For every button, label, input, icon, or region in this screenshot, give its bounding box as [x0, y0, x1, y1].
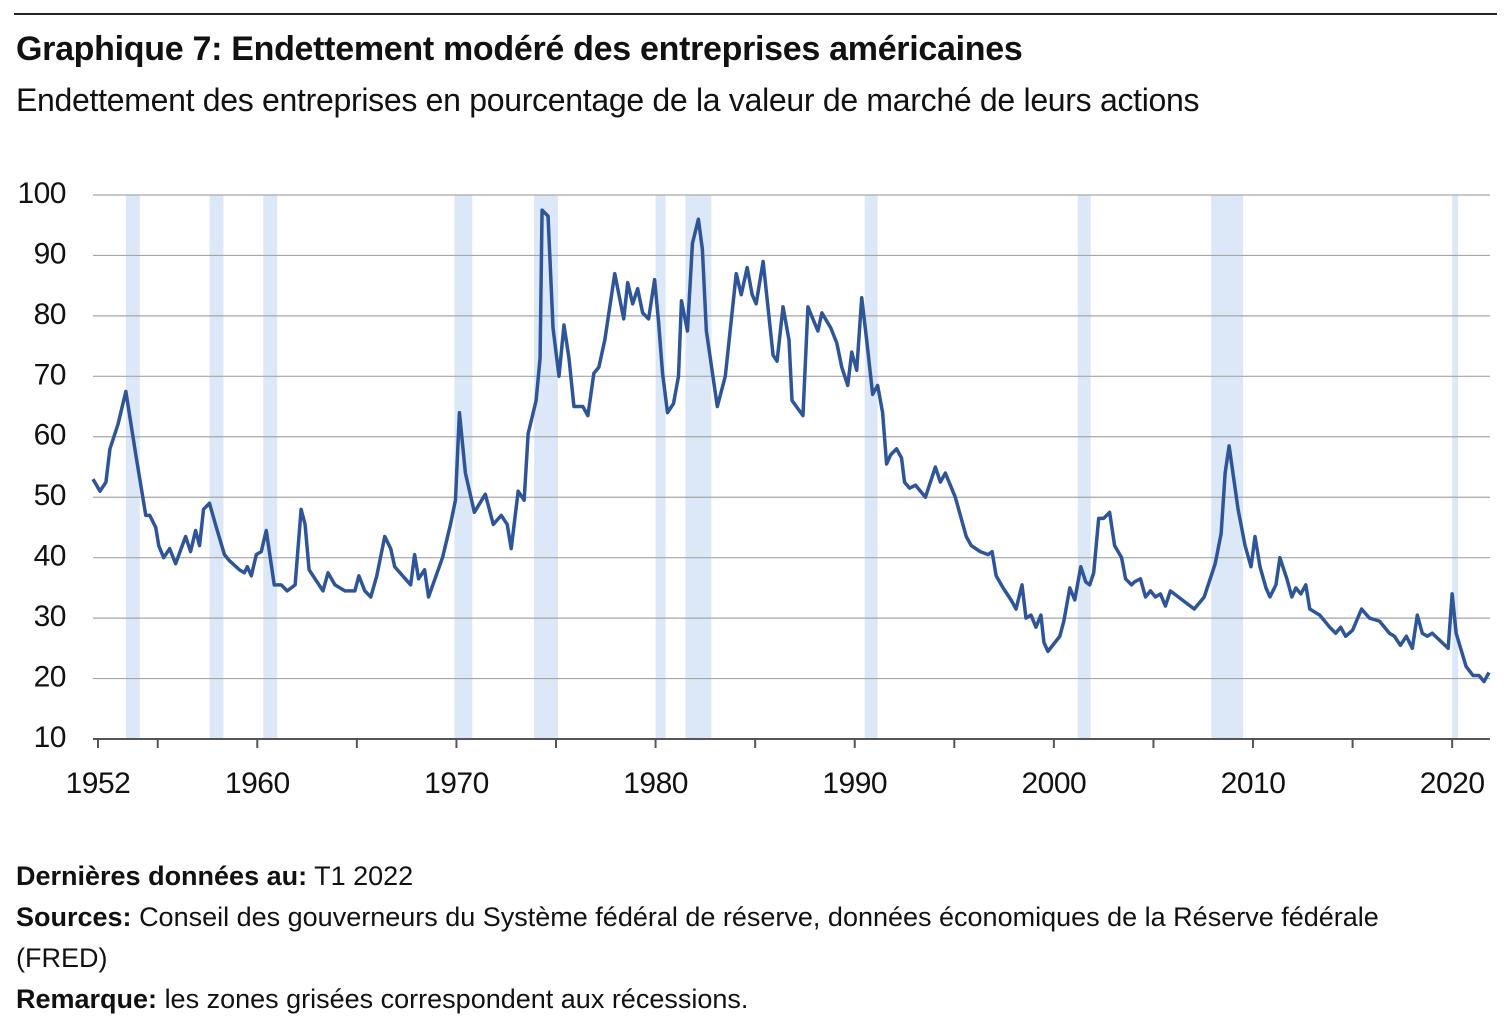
recession-band	[864, 195, 878, 739]
x-tick-label: 1952	[66, 767, 131, 800]
x-tick-label: 2020	[1420, 767, 1485, 800]
recession-band	[263, 195, 278, 739]
y-tick-label: 20	[34, 660, 66, 693]
note-text: T1 2022	[314, 861, 414, 891]
x-tick-label: 2000	[1021, 767, 1086, 800]
chart-title: Graphique 7: Endettement modéré des entr…	[16, 30, 1023, 68]
note: Remarque: les zones grisées corresponden…	[16, 979, 1456, 1020]
y-tick-label: 30	[34, 600, 66, 633]
chart: 10 20 30 40 50 60 70 80 90 100 1952 1960 1970 1980 199…	[17, 177, 1491, 800]
top-rule	[14, 13, 1497, 15]
note-label: Remarque:	[16, 984, 158, 1014]
y-tick-label: 40	[34, 540, 66, 573]
recession-band	[1077, 195, 1091, 739]
chart-subtitle: Endettement des entreprises en pourcenta…	[16, 82, 1200, 118]
y-tick-label: 70	[34, 358, 66, 391]
y-tick-label: 10	[34, 721, 66, 754]
recession-band	[655, 195, 666, 739]
line-series	[91, 208, 1491, 684]
y-tick-label: 80	[34, 298, 66, 331]
note-text: Conseil des gouverneurs du Système fédér…	[16, 902, 1379, 973]
y-tick-label: 100	[17, 177, 66, 210]
y-tick-label: 90	[34, 237, 66, 270]
notes: Dernières données au: T1 2022 Sources: Co…	[16, 856, 1456, 1020]
note-label: Dernières données au:	[16, 861, 308, 891]
recession-band	[209, 195, 224, 739]
x-tick-label: 2010	[1221, 767, 1286, 800]
recession-band	[125, 195, 140, 739]
note: Dernières données au: T1 2022	[16, 856, 1456, 897]
x-tick-label: 1990	[822, 767, 887, 800]
recession-band	[1452, 195, 1459, 739]
recession-band	[534, 195, 559, 739]
x-tick-label: 1980	[623, 767, 688, 800]
note-label: Sources:	[16, 902, 132, 932]
y-tick-label: 60	[34, 419, 66, 452]
note: Sources: Conseil des gouverneurs du Syst…	[16, 897, 1456, 979]
y-tick-label: 50	[34, 479, 66, 512]
note-text: les zones grisées correspondent aux réce…	[164, 984, 749, 1014]
x-tick-label: 1970	[424, 767, 489, 800]
x-tick-label: 1960	[225, 767, 290, 800]
